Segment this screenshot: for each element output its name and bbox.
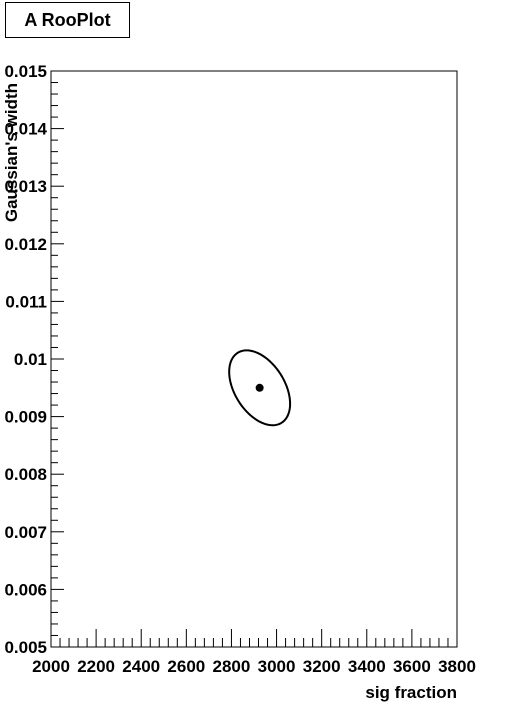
- x-tick-label: 2400: [122, 657, 160, 676]
- plot-frame: [50, 70, 458, 648]
- best-fit-point: [255, 383, 264, 392]
- y-tick-label: 0.008: [4, 465, 47, 484]
- x-tick-label: 2200: [77, 657, 115, 676]
- tick-labels: 2000 2200 2400 2600 2800 3000 3200 3400 3600 3800…: [4, 62, 475, 676]
- contour-ellipse: [228, 349, 292, 427]
- x-tick-label: 2800: [213, 657, 251, 676]
- x-tick-label: 3800: [438, 657, 476, 676]
- y-axis-label: Gaussian's width: [2, 83, 21, 222]
- y-tick-label: 0.01: [14, 350, 47, 369]
- x-tick-label: 2000: [32, 657, 70, 676]
- axis-ticks: [50, 70, 458, 648]
- y-tick-label: 0.009: [4, 408, 47, 427]
- x-tick-label: 3000: [258, 657, 296, 676]
- y-tick-label: 0.005: [4, 638, 47, 657]
- x-tick-label: 3200: [303, 657, 341, 676]
- x-tick-label: 3600: [393, 657, 431, 676]
- x-tick-label: 3400: [348, 657, 386, 676]
- plot-title: A RooPlot: [5, 2, 130, 38]
- y-tick-label: 0.013: [4, 177, 47, 196]
- y-tick-label: 0.011: [5, 292, 47, 311]
- y-tick-label: 0.015: [4, 62, 47, 81]
- y-tick-label: 0.007: [4, 523, 47, 542]
- x-tick-label: 2600: [167, 657, 205, 676]
- x-axis-label: sig fraction: [365, 683, 457, 702]
- y-tick-label: 0.012: [4, 235, 47, 254]
- y-tick-label: 0.006: [4, 580, 47, 599]
- y-tick-label: 0.014: [4, 120, 47, 139]
